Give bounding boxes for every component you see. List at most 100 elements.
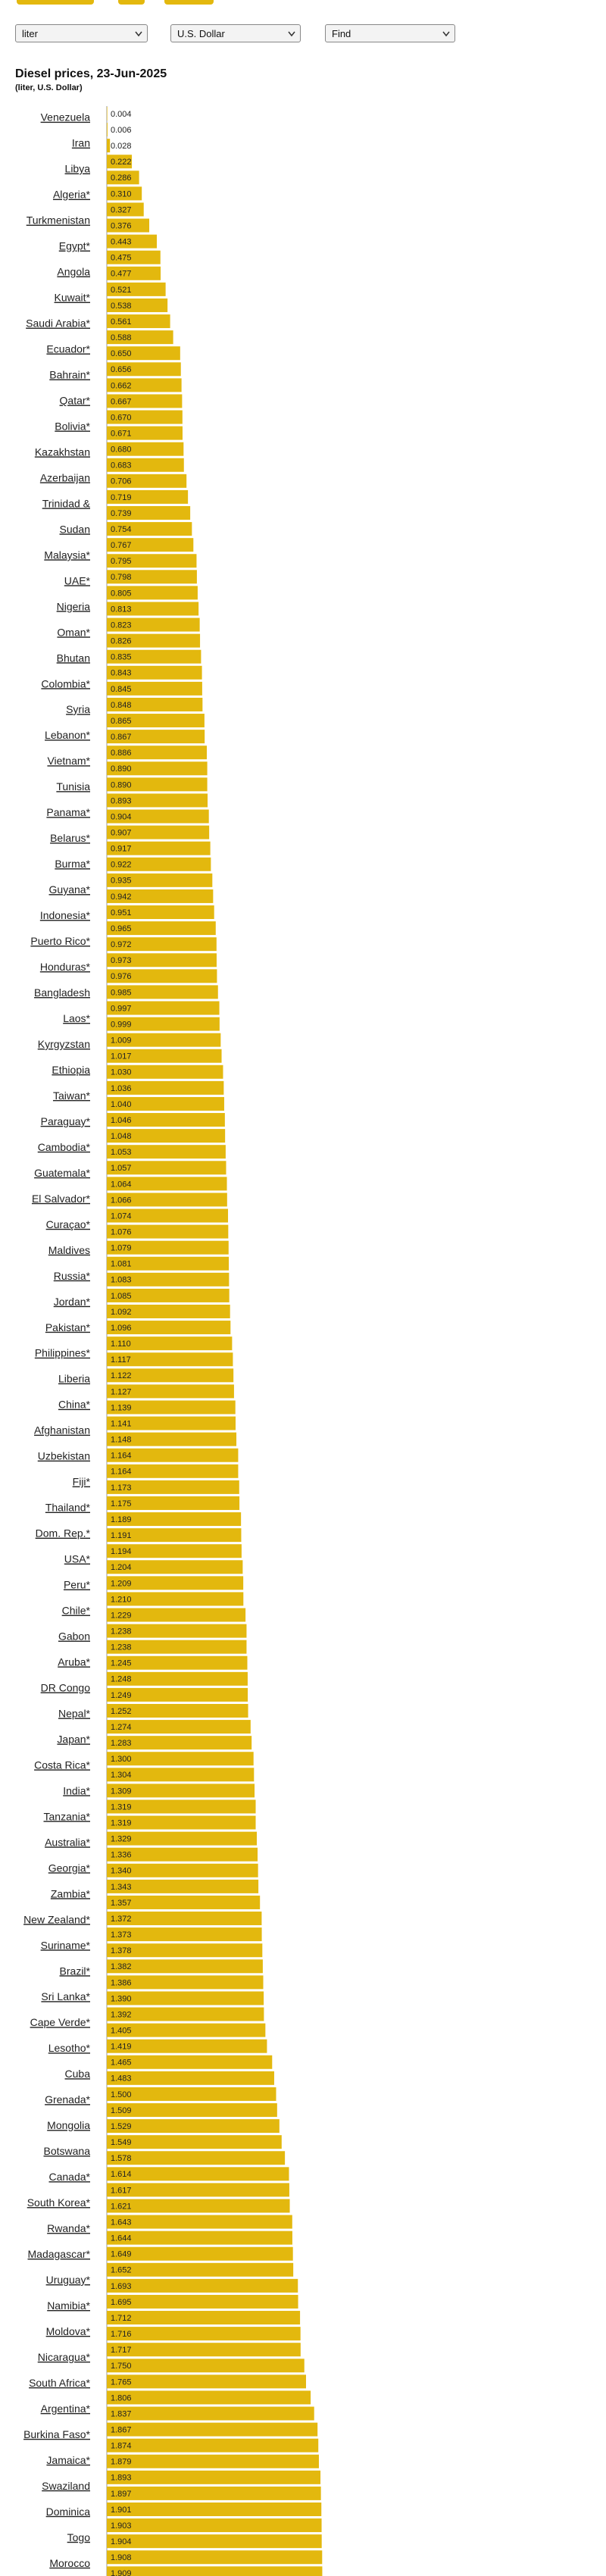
country-link[interactable]: Qatar*	[60, 394, 91, 406]
country-link[interactable]: Malaysia*	[44, 549, 90, 561]
country-link[interactable]: Bhutan	[57, 652, 90, 664]
country-link[interactable]: Libya	[65, 163, 91, 175]
country-link[interactable]: Dom. Rep.*	[36, 1527, 91, 1540]
find-select[interactable]: Find	[325, 24, 455, 42]
country-link[interactable]: Burkina Faso*	[23, 2428, 90, 2440]
country-link[interactable]: Cuba	[65, 2068, 91, 2080]
country-link[interactable]: China*	[58, 1399, 91, 1411]
country-link[interactable]: Peru*	[64, 1579, 91, 1591]
country-link[interactable]: UAE*	[64, 574, 91, 586]
country-link[interactable]: Azerbaijan	[40, 471, 90, 483]
country-link[interactable]: Colombia*	[41, 677, 90, 689]
country-link[interactable]: Morocco	[49, 2557, 90, 2569]
country-link[interactable]: South Korea*	[27, 2196, 91, 2209]
country-link[interactable]: Bolivia*	[55, 420, 90, 432]
country-link[interactable]: Brazil*	[60, 1965, 91, 1977]
country-link[interactable]: Moldova*	[46, 2325, 91, 2337]
top-button[interactable]	[118, 0, 145, 5]
country-link[interactable]: Nicaragua*	[38, 2351, 91, 2363]
country-link[interactable]: Guyana*	[49, 883, 91, 896]
country-link[interactable]: Sudan	[60, 523, 90, 535]
country-link[interactable]: Jordan*	[54, 1296, 91, 1308]
country-link[interactable]: Lebanon*	[45, 729, 91, 741]
country-link[interactable]: Canada*	[49, 2171, 91, 2183]
country-link[interactable]: Bangladesh	[34, 986, 90, 999]
top-button[interactable]	[164, 0, 214, 5]
country-link[interactable]: Ethiopia	[52, 1064, 90, 1076]
country-link[interactable]: USA*	[64, 1553, 91, 1565]
country-link[interactable]: Zambia*	[51, 1887, 91, 1899]
country-link[interactable]: New Zealand*	[23, 1913, 90, 1925]
country-link[interactable]: Chile*	[62, 1605, 91, 1617]
country-link[interactable]: Togo	[67, 2531, 91, 2543]
top-button[interactable]	[17, 0, 94, 5]
country-link[interactable]: Venezuela	[41, 111, 91, 123]
country-link[interactable]: Tunisia	[56, 780, 90, 792]
country-link[interactable]: Burma*	[55, 858, 90, 870]
country-link[interactable]: Botswana	[44, 2145, 91, 2157]
country-link[interactable]: Georgia*	[48, 1862, 91, 1874]
country-link[interactable]: Namibia*	[47, 2299, 90, 2312]
country-link[interactable]: Mongolia	[47, 2119, 90, 2131]
country-link[interactable]: Ecuador*	[46, 343, 90, 355]
country-link[interactable]: Uruguay*	[46, 2274, 91, 2286]
country-link[interactable]: Panama*	[46, 806, 90, 818]
country-link[interactable]: Paraguay*	[41, 1115, 91, 1127]
country-link[interactable]: India*	[63, 1784, 90, 1796]
country-link[interactable]: Vietnam*	[47, 755, 90, 767]
country-link[interactable]: Suriname*	[41, 1939, 91, 1951]
country-link[interactable]: Taiwan*	[53, 1089, 91, 1102]
country-link[interactable]: Nigeria	[57, 600, 91, 612]
country-link[interactable]: Angola	[57, 266, 90, 278]
country-link[interactable]: Madagascar*	[28, 2248, 91, 2260]
country-link[interactable]: Aruba*	[58, 1656, 90, 1668]
country-link[interactable]: Honduras*	[40, 961, 91, 973]
country-link[interactable]: Maldives	[48, 1244, 90, 1256]
country-link[interactable]: Uzbekistan	[38, 1450, 90, 1462]
country-link[interactable]: Cambodia*	[38, 1141, 91, 1153]
unit-select[interactable]: liter	[15, 24, 148, 42]
country-link[interactable]: Russia*	[54, 1270, 91, 1282]
country-link[interactable]: Lesotho*	[48, 2042, 91, 2054]
country-link[interactable]: El Salvador*	[32, 1193, 91, 1205]
country-link[interactable]: Saudi Arabia*	[26, 317, 90, 330]
country-link[interactable]: Bahrain*	[49, 369, 90, 381]
country-link[interactable]: Puerto Rico*	[30, 935, 90, 947]
country-link[interactable]: Jamaica*	[46, 2454, 90, 2466]
country-link[interactable]: Australia*	[45, 1836, 90, 1848]
country-link[interactable]: DR Congo	[41, 1681, 91, 1693]
country-link[interactable]: Tanzania*	[44, 1810, 91, 1822]
country-link[interactable]: Laos*	[63, 1012, 90, 1024]
country-link[interactable]: Grenada*	[45, 2093, 90, 2106]
country-link[interactable]: Dominica	[46, 2506, 91, 2518]
country-link[interactable]: South Africa*	[29, 2377, 90, 2389]
country-link[interactable]: Rwanda*	[47, 2222, 90, 2234]
country-link[interactable]: Nepal*	[58, 1707, 91, 1719]
country-link[interactable]: Afghanistan	[34, 1424, 90, 1436]
country-link[interactable]: Iran	[72, 137, 90, 149]
country-link[interactable]: Trinidad &	[42, 497, 91, 509]
country-link[interactable]: Kuwait*	[55, 292, 91, 304]
country-link[interactable]: Curaçao*	[46, 1218, 91, 1230]
country-link[interactable]: Japan*	[57, 1733, 90, 1745]
country-link[interactable]: Swaziland	[42, 2480, 90, 2492]
country-link[interactable]: Fiji*	[73, 1476, 91, 1488]
country-link[interactable]: Guatemala*	[34, 1167, 90, 1179]
country-link[interactable]: Cape Verde*	[30, 2016, 91, 2028]
country-link[interactable]: Belarus*	[50, 832, 90, 844]
country-link[interactable]: Liberia	[58, 1373, 90, 1385]
currency-select[interactable]: U.S. Dollar	[170, 24, 301, 42]
country-link[interactable]: Syria	[66, 703, 90, 715]
country-link[interactable]: Turkmenistan	[27, 214, 90, 227]
country-link[interactable]: Kazakhstan	[35, 445, 90, 458]
country-link[interactable]: Costa Rica*	[34, 1758, 90, 1771]
country-link[interactable]: Thailand*	[45, 1502, 91, 1514]
country-link[interactable]: Indonesia*	[40, 909, 91, 921]
country-link[interactable]: Pakistan*	[45, 1321, 91, 1333]
country-link[interactable]: Sri Lanka*	[41, 1990, 90, 2002]
country-link[interactable]: Philippines*	[35, 1347, 91, 1359]
country-link[interactable]: Oman*	[57, 626, 90, 638]
country-link[interactable]: Algeria*	[53, 189, 91, 201]
country-link[interactable]: Egypt*	[59, 240, 91, 252]
country-link[interactable]: Kyrgyzstan	[38, 1038, 90, 1050]
